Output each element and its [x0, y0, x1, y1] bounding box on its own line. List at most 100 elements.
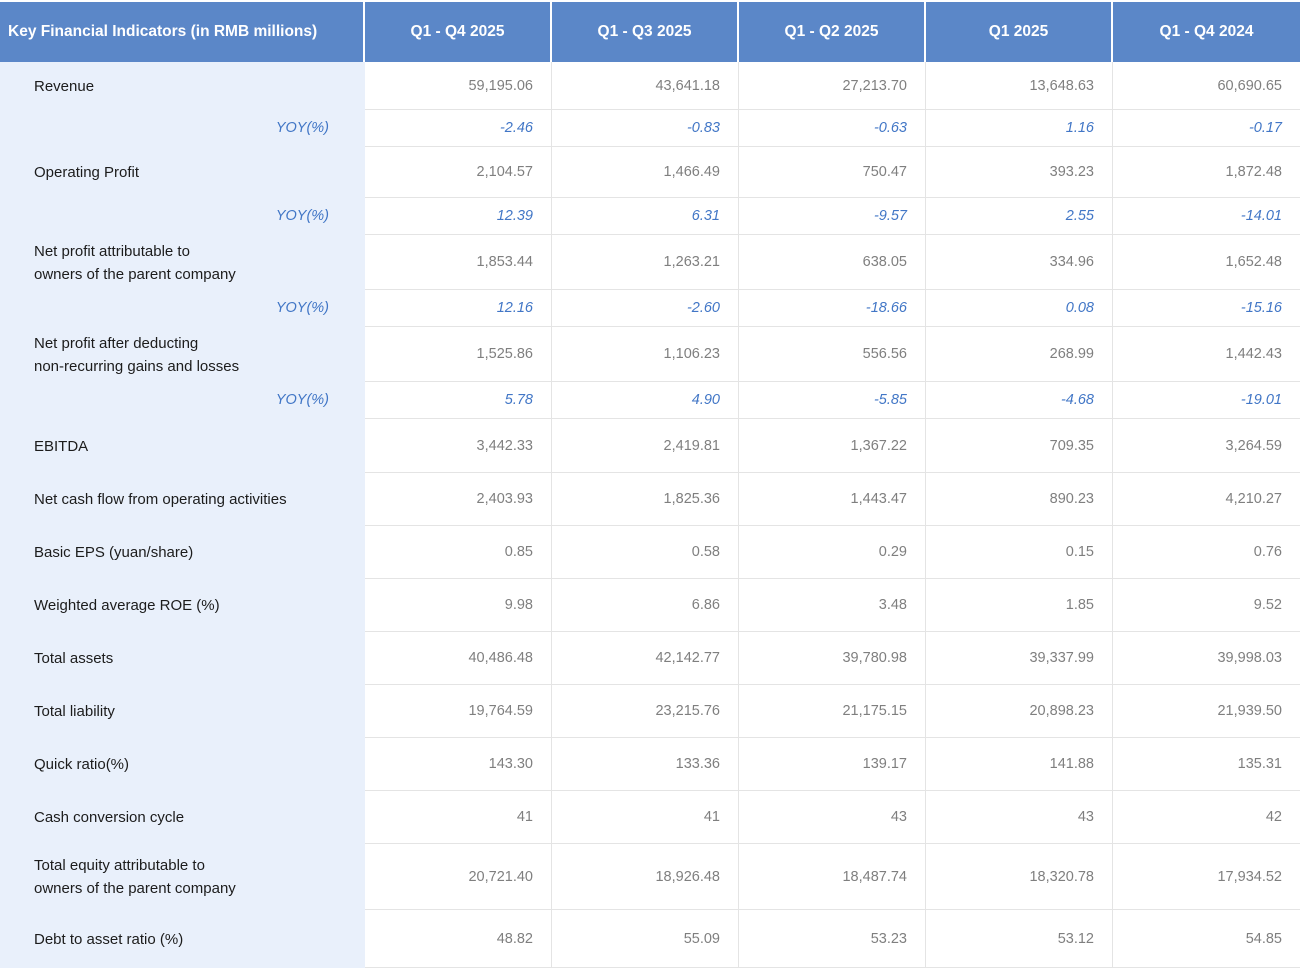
indicator-label: Net profit attributable to owners of the …: [0, 235, 365, 290]
period-header-q1-q4-2025: Q1 - Q4 2025: [365, 0, 552, 62]
indicator-row: EBITDA 3,442.33 2,419.81 1,367.22 709.35 3,26…: [0, 419, 1300, 473]
yoy-value-cell: 6.31: [552, 198, 739, 235]
value-cell: 2,104.57: [365, 147, 552, 198]
value-cell: 135.31: [1113, 738, 1300, 791]
period-header-q1-2025: Q1 2025: [926, 0, 1113, 62]
label-line: EBITDA: [34, 437, 89, 455]
value-cell: 268.99: [926, 327, 1113, 382]
label-line: Total assets: [34, 650, 114, 667]
value-cell: 0.15: [926, 526, 1113, 579]
period-header-q1-q4-2024: Q1 - Q4 2024: [1113, 0, 1300, 62]
indicator-row: Revenue 59,195.06 43,641.18 27,213.70 13,648…: [0, 62, 1300, 110]
yoy-value-cell: -0.63: [739, 110, 926, 147]
label-line: YOY(%): [275, 120, 329, 136]
yoy-value-cell: 12.16: [365, 290, 552, 327]
value-cell: 48.82: [365, 910, 552, 968]
label-line: owners of the parent company: [34, 880, 236, 897]
label-line: Basic EPS (yuan/share): [34, 544, 194, 561]
value-cell: 393.23: [926, 147, 1113, 198]
value-cell: 3,442.33: [365, 419, 552, 473]
yoy-row: YOY(%) 12.39 6.31 -9.57 2.55 -14.01: [0, 198, 1300, 235]
label-line: Net cash flow from operating activities: [34, 491, 287, 508]
label-line: Net profit after deducting: [34, 334, 199, 352]
value-cell: 1,442.43: [1113, 327, 1300, 382]
yoy-value-cell: -5.85: [739, 382, 926, 419]
table-body: Revenue 59,195.06 43,641.18 27,213.70 13,648…: [0, 62, 1300, 968]
yoy-value-cell: -0.83: [552, 110, 739, 147]
yoy-value-cell: -14.01: [1113, 198, 1300, 235]
yoy-value-cell: 4.90: [552, 382, 739, 419]
indicator-label: Total assets: [0, 632, 365, 685]
period-header-q1-q2-2025: Q1 - Q2 2025: [739, 0, 926, 62]
value-cell: 0.76: [1113, 526, 1300, 579]
value-cell: 39,337.99: [926, 632, 1113, 685]
indicator-label: Net profit after deducting non-recurring …: [0, 327, 365, 382]
value-cell: 556.56: [739, 327, 926, 382]
indicator-row: Debt to asset ratio (%) 48.82 55.09 53.23 53…: [0, 910, 1300, 968]
value-cell: 2,403.93: [365, 473, 552, 526]
value-cell: 23,215.76: [552, 685, 739, 738]
value-cell: 638.05: [739, 235, 926, 290]
value-cell: 27,213.70: [739, 62, 926, 110]
value-cell: 55.09: [552, 910, 739, 968]
value-cell: 3.48: [739, 579, 926, 632]
value-cell: 709.35: [926, 419, 1113, 473]
yoy-value-cell: -19.01: [1113, 382, 1300, 419]
indicator-label: Debt to asset ratio (%): [0, 910, 365, 968]
value-cell: 41: [552, 791, 739, 844]
yoy-value-cell: -15.16: [1113, 290, 1300, 327]
value-cell: 39,998.03: [1113, 632, 1300, 685]
value-cell: 20,898.23: [926, 685, 1113, 738]
label-line: Net profit attributable to: [34, 242, 190, 260]
label-line: owners of the parent company: [34, 265, 236, 283]
value-cell: 9.98: [365, 579, 552, 632]
value-cell: 42,142.77: [552, 632, 739, 685]
value-cell: 20,721.40: [365, 844, 552, 910]
value-cell: 1,652.48: [1113, 235, 1300, 290]
yoy-value-cell: 0.08: [926, 290, 1113, 327]
yoy-label: YOY(%): [0, 382, 365, 419]
value-cell: 1,466.49: [552, 147, 739, 198]
value-cell: 1,263.21: [552, 235, 739, 290]
value-cell: 21,939.50: [1113, 685, 1300, 738]
indicator-row: Total liability 19,764.59 23,215.76 21,175.…: [0, 685, 1300, 738]
label-line: Quick ratio(%): [34, 756, 130, 773]
yoy-value-cell: 12.39: [365, 198, 552, 235]
value-cell: 1,825.36: [552, 473, 739, 526]
value-cell: 18,320.78: [926, 844, 1113, 910]
yoy-value-cell: 5.78: [365, 382, 552, 419]
value-cell: 0.29: [739, 526, 926, 579]
value-cell: 43,641.18: [552, 62, 739, 110]
value-cell: 334.96: [926, 235, 1113, 290]
value-cell: 143.30: [365, 738, 552, 791]
value-cell: 1,443.47: [739, 473, 926, 526]
indicator-row: Total assets 40,486.48 42,142.77 39,780.98 3…: [0, 632, 1300, 685]
value-cell: 1,853.44: [365, 235, 552, 290]
yoy-value-cell: -4.68: [926, 382, 1113, 419]
label-line: YOY(%): [275, 392, 329, 408]
value-cell: 139.17: [739, 738, 926, 791]
label-line: Total liability: [34, 703, 115, 720]
value-cell: 6.86: [552, 579, 739, 632]
indicator-row: Net cash flow from operating activities 2…: [0, 473, 1300, 526]
value-cell: 54.85: [1113, 910, 1300, 968]
value-cell: 21,175.15: [739, 685, 926, 738]
indicator-row: Net profit attributable to owners of the …: [0, 235, 1300, 290]
indicator-label: Revenue: [0, 62, 365, 110]
indicator-label: Basic EPS (yuan/share): [0, 526, 365, 579]
label-line: Revenue: [34, 77, 95, 95]
table-title: Key Financial Indicators (in RMB million…: [0, 0, 365, 62]
value-cell: 133.36: [552, 738, 739, 791]
value-cell: 43: [926, 791, 1113, 844]
value-cell: 41: [365, 791, 552, 844]
label-line: Operating Profit: [34, 164, 140, 181]
value-cell: 42: [1113, 791, 1300, 844]
yoy-value-cell: -2.60: [552, 290, 739, 327]
indicator-label: Quick ratio(%): [0, 738, 365, 791]
indicator-row: Weighted average ROE (%) 9.98 6.86 3.48 1.85…: [0, 579, 1300, 632]
value-cell: 53.12: [926, 910, 1113, 968]
label-line: Cash conversion cycle: [34, 809, 185, 826]
yoy-value-cell: -2.46: [365, 110, 552, 147]
yoy-value-cell: -0.17: [1113, 110, 1300, 147]
